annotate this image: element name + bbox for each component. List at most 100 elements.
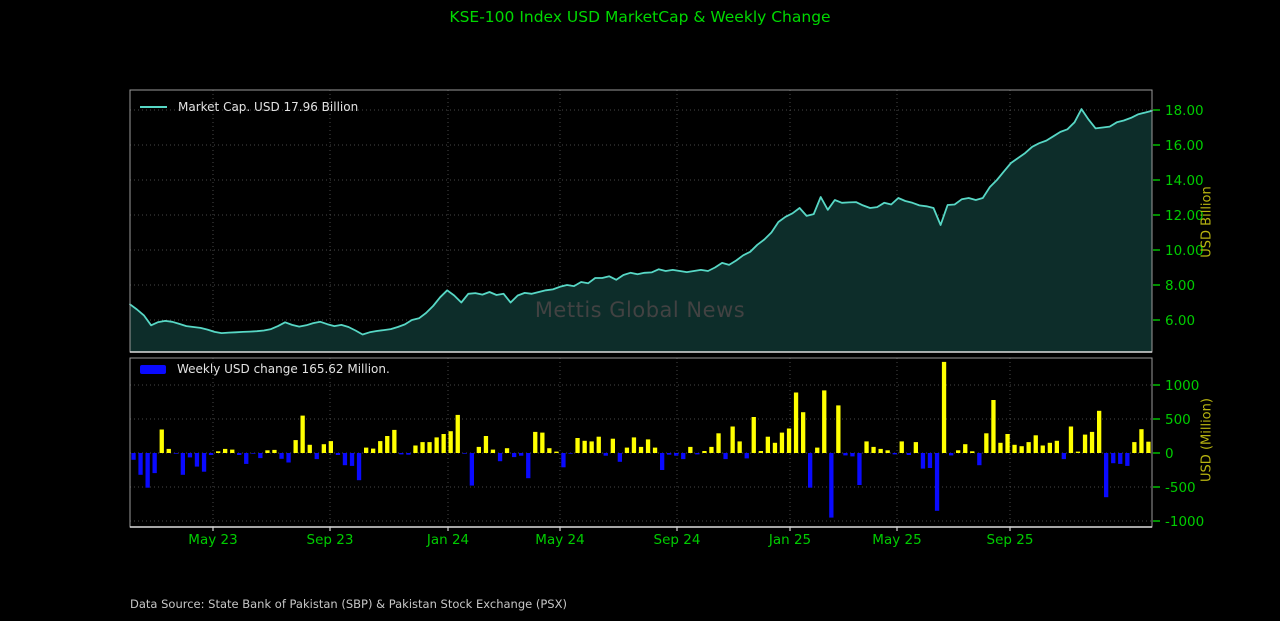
weekly-change-bar	[998, 443, 1002, 453]
weekly-change-bar	[230, 450, 234, 453]
weekly-change-bar	[716, 433, 720, 453]
weekly-change-bar	[618, 453, 622, 462]
weekly-change-bar	[625, 448, 629, 453]
weekly-change-bar	[470, 453, 474, 486]
weekly-change-bar	[921, 453, 925, 469]
weekly-change-bar	[209, 453, 213, 455]
weekly-change-bar	[639, 447, 643, 453]
weekly-change-bar	[1125, 453, 1129, 466]
weekly-change-bar	[279, 453, 283, 459]
y-axis-label-top: USD Billion	[1200, 186, 1215, 257]
weekly-change-bar	[216, 451, 220, 453]
marketcap-legend-label: Market Cap. USD 17.96 Billion	[178, 100, 358, 114]
weekly-change-bar	[752, 417, 756, 453]
weekly-change-bar	[604, 453, 608, 456]
weekly-change-bar	[371, 449, 375, 453]
weekly-change-bar	[561, 453, 565, 467]
weekly-change-bar	[343, 453, 347, 465]
weekly-change-bar	[336, 453, 340, 455]
xtick-label: Jan 25	[768, 532, 811, 548]
weekly-change-bar	[1012, 445, 1016, 453]
weekly-change-bar	[484, 436, 488, 453]
weekly-change-bar	[420, 442, 424, 453]
weekly-change-bar	[815, 448, 819, 453]
weekly-change-bar	[357, 453, 361, 480]
xtick-label: Sep 25	[987, 532, 1034, 548]
weekly-change-bar	[512, 453, 516, 457]
ytick-label: 0	[1165, 446, 1174, 462]
weekly-change-bar	[1076, 452, 1080, 453]
weekly-change-bar	[914, 442, 918, 453]
weekly-change-bar	[857, 453, 861, 485]
weekly-change-bar	[984, 433, 988, 453]
weekly-change-bar	[146, 453, 150, 488]
weekly-change-bar	[991, 400, 995, 453]
weekly-change-bar	[1132, 442, 1136, 453]
weekly-change-bar	[723, 453, 727, 459]
weekly-change-bar	[970, 451, 974, 453]
weekly-change-bar	[1034, 435, 1038, 453]
weekly-change-bar	[731, 427, 735, 454]
y-axis-label-bottom: USD (Million)	[1200, 398, 1215, 482]
weekly-change-bar	[413, 446, 417, 454]
weekly-change-bar	[1097, 411, 1101, 453]
weekly-change-bar	[547, 448, 551, 453]
weekly-change-bar	[893, 453, 897, 454]
weekly-change-bar	[822, 390, 826, 453]
weekly-change-bar	[688, 447, 692, 453]
weekly-change-bar	[1083, 435, 1087, 453]
weekly-change-legend: Weekly USD change 165.62 Million.	[140, 362, 390, 376]
weekly-change-bar	[773, 443, 777, 453]
weekly-change-bar	[223, 449, 227, 453]
weekly-change-bar	[864, 441, 868, 453]
weekly-change-bar	[780, 433, 784, 453]
weekly-change-bar	[1069, 427, 1073, 454]
weekly-change-bar	[611, 439, 615, 453]
weekly-change-legend-label: Weekly USD change 165.62 Million.	[177, 362, 390, 376]
weekly-change-bar	[1139, 429, 1143, 453]
weekly-change-bar	[1027, 442, 1031, 453]
xtick-label: May 24	[535, 532, 584, 548]
weekly-change-bar	[1146, 442, 1150, 453]
weekly-change-bar	[801, 412, 805, 453]
weekly-change-bar	[160, 430, 164, 454]
ytick-label: -1000	[1165, 514, 1204, 530]
weekly-change-bar	[879, 449, 883, 453]
weekly-change-bar	[583, 441, 587, 453]
weekly-change-bar	[301, 416, 305, 453]
weekly-change-bar	[787, 429, 791, 454]
weekly-change-bar	[456, 415, 460, 453]
weekly-change-bar	[963, 444, 967, 453]
weekly-change-bar	[646, 439, 650, 453]
weekly-change-bar	[188, 453, 192, 457]
weekly-change-bar	[808, 453, 812, 488]
watermark: Mettis Global News	[535, 298, 745, 322]
ytick-label: 10.00	[1165, 243, 1204, 259]
weekly-change-bar	[167, 449, 171, 453]
weekly-change-bar	[1048, 443, 1052, 453]
weekly-change-bar	[745, 453, 749, 458]
weekly-change-bar	[498, 453, 502, 461]
weekly-change-bar	[568, 453, 572, 454]
weekly-change-bar	[174, 453, 178, 454]
ytick-label: -500	[1165, 480, 1196, 496]
weekly-change-bar	[942, 362, 946, 453]
weekly-change-bar	[829, 453, 833, 518]
weekly-change-bar	[674, 453, 678, 456]
weekly-change-bar	[900, 441, 904, 453]
weekly-change-bar	[653, 448, 657, 453]
weekly-change-bar	[308, 445, 312, 453]
weekly-change-bar	[702, 451, 706, 453]
weekly-change-bar	[286, 453, 290, 463]
weekly-change-bar	[533, 432, 537, 453]
weekly-change-bar-swatch	[140, 365, 166, 374]
weekly-change-bar	[181, 453, 185, 475]
marketcap-line-swatch	[140, 106, 167, 108]
weekly-change-bar	[871, 447, 875, 453]
weekly-change-bar	[843, 453, 847, 455]
weekly-change-bar	[272, 450, 276, 453]
xtick-label: Jan 24	[426, 532, 469, 548]
weekly-change-bar	[406, 453, 410, 455]
weekly-change-bar	[759, 451, 763, 453]
weekly-change-bar	[1062, 453, 1066, 459]
